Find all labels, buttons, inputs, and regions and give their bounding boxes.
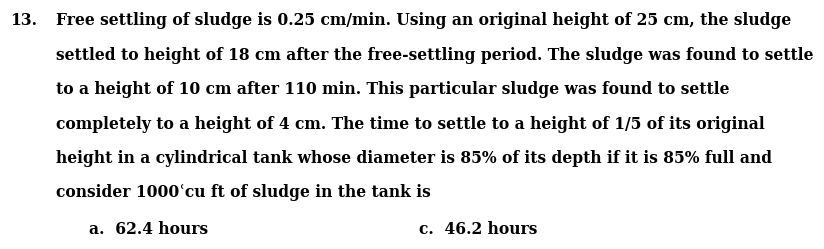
Text: to a height of 10 cm after 110 min. This particular sludge was found to settle: to a height of 10 cm after 110 min. This… <box>56 81 729 98</box>
Text: 13.: 13. <box>10 12 37 29</box>
Text: c.  46.2 hours: c. 46.2 hours <box>419 221 537 238</box>
Text: settled to height of 18 cm after the free-settling period. The sludge was found : settled to height of 18 cm after the fre… <box>56 47 813 64</box>
Text: completely to a height of 4 cm. The time to settle to a height of 1/5 of its ori: completely to a height of 4 cm. The time… <box>56 116 765 132</box>
Text: consider 1000ʿcu ft of sludge in the tank is: consider 1000ʿcu ft of sludge in the tan… <box>56 184 431 201</box>
Text: height in a cylindrical tank whose diameter is 85% of its depth if it is 85% ful: height in a cylindrical tank whose diame… <box>56 150 772 167</box>
Text: a.  62.4 hours: a. 62.4 hours <box>89 221 208 238</box>
Text: Free settling of sludge is 0.25 cm/min. Using an original height of 25 cm, the s: Free settling of sludge is 0.25 cm/min. … <box>56 12 791 29</box>
